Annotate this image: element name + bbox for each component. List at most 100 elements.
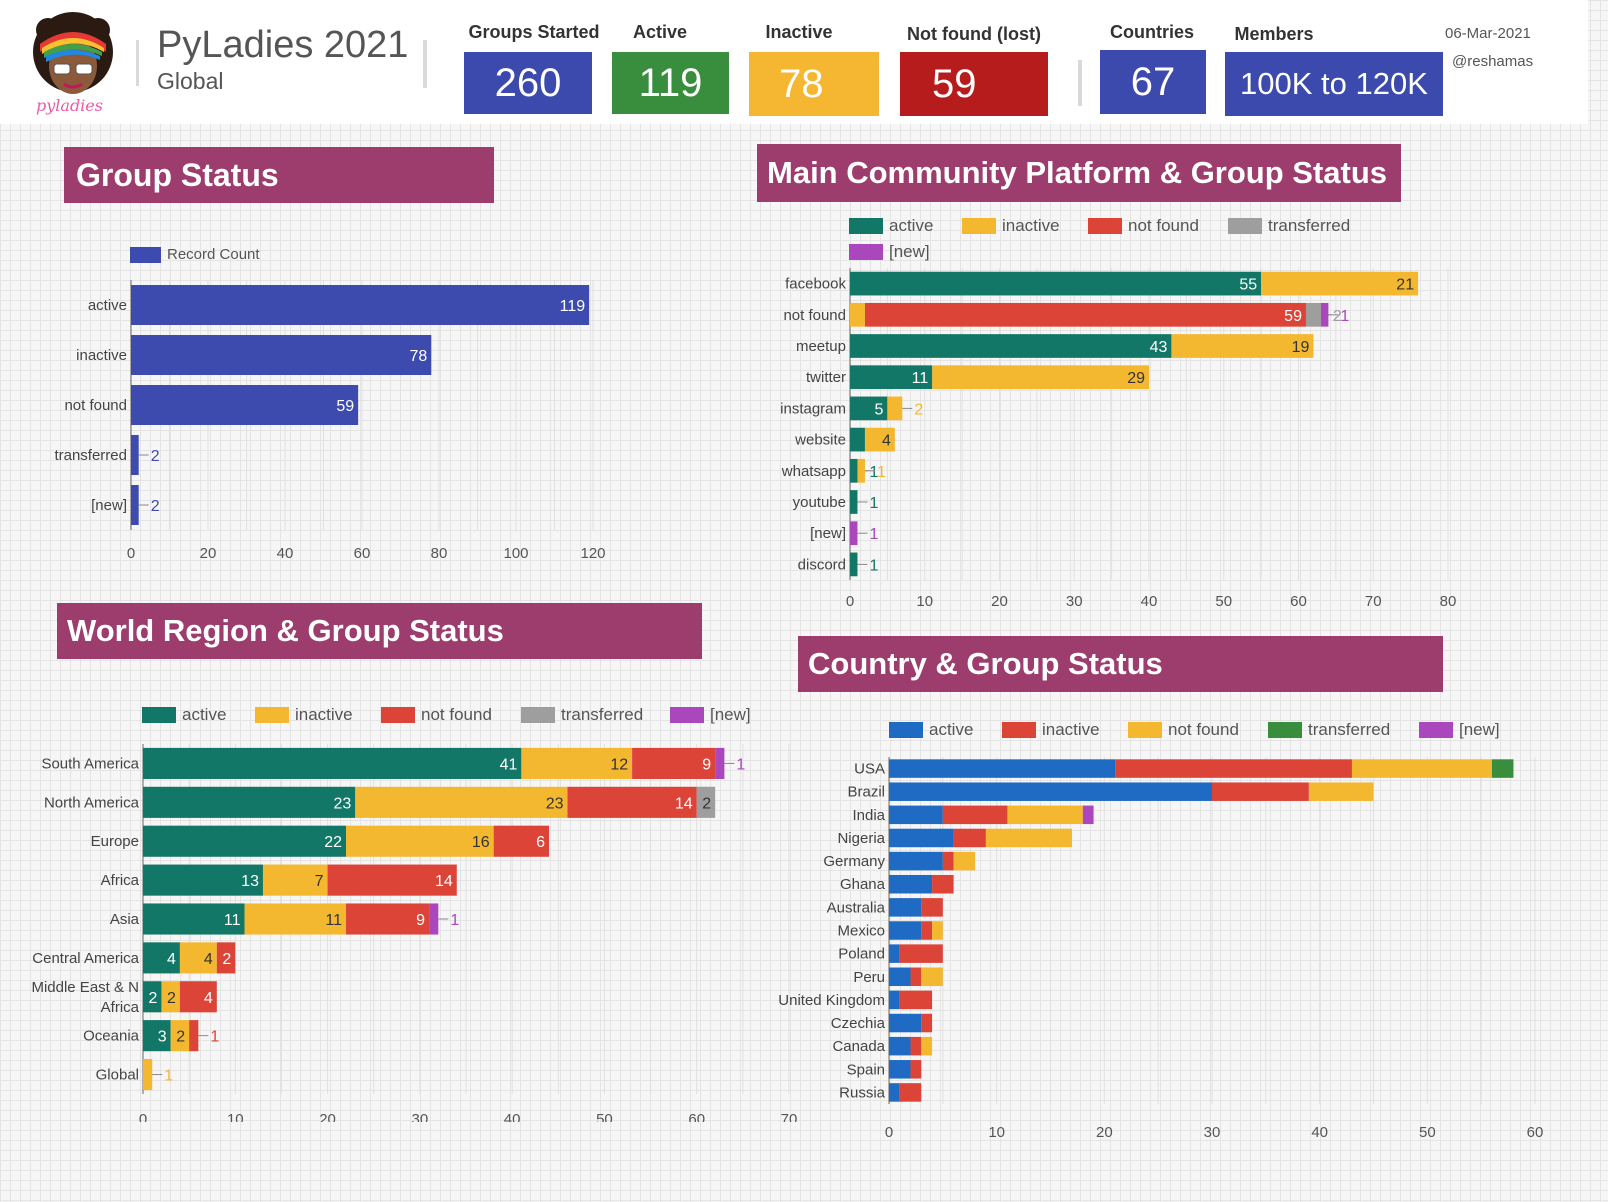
- bar-segment: [921, 967, 943, 987]
- category-label: not found: [783, 307, 846, 324]
- data-label: 4: [204, 951, 213, 968]
- category-label: Mexico: [837, 923, 885, 940]
- x-tick-label: 20: [319, 1111, 336, 1122]
- kpi-label-countries: Countries: [1109, 22, 1194, 42]
- x-tick-label: 60: [688, 1111, 705, 1122]
- bar-segment: [942, 805, 1008, 825]
- bar-segment: [850, 302, 865, 327]
- country-chart: 0 10 20 30 40 50 60 USA Brazil India Nigeria German…: [778, 757, 1543, 1141]
- bar-segment: [921, 921, 933, 940]
- data-label: 1: [869, 464, 878, 481]
- data-label: 7: [315, 873, 324, 890]
- bar-segment: [953, 828, 986, 848]
- header-divider: [423, 40, 427, 88]
- pyladies-logo: pyladies: [28, 8, 118, 120]
- category-label: North America: [44, 794, 140, 811]
- bar-segment: [889, 898, 922, 917]
- x-tick-label: 0: [127, 545, 135, 562]
- author-handle: @reshamas: [1452, 53, 1534, 70]
- legend-item: [new]: [1419, 720, 1500, 740]
- category-label: [new]: [91, 497, 127, 514]
- category-label: meetup: [796, 338, 846, 355]
- category-label: Australia: [827, 899, 886, 916]
- data-label: 19: [1292, 339, 1310, 356]
- x-tick-label: 30: [412, 1111, 429, 1122]
- bar-segment: [910, 967, 922, 987]
- category-label: inactive: [76, 347, 127, 364]
- category-label: whatsapp: [781, 463, 846, 480]
- bar-segment: [1320, 302, 1329, 327]
- bar-segment: [850, 521, 858, 546]
- data-label: 1: [869, 495, 878, 512]
- legend-label: active: [889, 216, 934, 235]
- x-tick-label: 50: [1419, 1124, 1436, 1141]
- bar-segment: [850, 552, 858, 577]
- x-tick-label: 40: [277, 545, 294, 562]
- bar-segment: [346, 825, 494, 857]
- legend-label: Record Count: [167, 246, 260, 263]
- bar-segment: [889, 851, 943, 871]
- bar-segment: [932, 921, 943, 940]
- legend-item: inactive: [255, 705, 353, 725]
- bar-segment: [889, 874, 933, 894]
- bar-segment: [889, 1036, 911, 1056]
- bar-segment: [327, 864, 457, 896]
- legend-swatch: [1088, 218, 1122, 234]
- x-tick-label: 120: [580, 545, 605, 562]
- category-label: discord: [798, 556, 846, 573]
- x-tick-label: 60: [1290, 593, 1307, 610]
- bar-segment: [143, 786, 356, 818]
- kpi-label-inactive: Inactive: [765, 22, 833, 42]
- category-label: twitter: [806, 369, 846, 386]
- legend-item: [new]: [849, 242, 930, 262]
- legend-swatch: [889, 722, 923, 738]
- bar-segment: [850, 427, 865, 452]
- legend-swatch: [1002, 722, 1036, 738]
- bar-segment: [889, 805, 943, 825]
- legend-item: inactive: [1002, 720, 1100, 740]
- bar-segment: [921, 898, 943, 917]
- bar-segment: [921, 1013, 933, 1033]
- category-label: Peru: [853, 969, 885, 986]
- data-label: 2: [176, 1029, 185, 1046]
- category-label: Global: [96, 1067, 139, 1084]
- bar-segment: [696, 786, 716, 818]
- kpi-label-members: Members: [1234, 24, 1314, 44]
- data-label: 23: [333, 795, 351, 812]
- data-label: 2: [914, 401, 923, 418]
- x-tick-label: 0: [885, 1124, 893, 1141]
- data-label: 78: [410, 348, 428, 365]
- legend-item: transferred: [1228, 216, 1350, 236]
- category-label: Africa: [101, 999, 140, 1016]
- bar-segment: [932, 874, 954, 894]
- legend-label: active: [929, 720, 974, 739]
- data-label: 1: [1340, 308, 1349, 325]
- legend-label: inactive: [295, 705, 353, 724]
- x-tick-label: 10: [916, 593, 933, 610]
- category-label: India: [852, 807, 885, 824]
- legend-item: transferred: [1268, 720, 1390, 740]
- bar-segment: [932, 365, 1149, 390]
- data-label: 14: [675, 795, 693, 812]
- legend-label: transferred: [1308, 720, 1391, 739]
- x-tick-label: 40: [1311, 1124, 1328, 1141]
- x-tick-label: 80: [431, 545, 448, 562]
- legend-item: not found: [1088, 216, 1199, 236]
- bar-segment: [143, 864, 263, 896]
- category-label: Canada: [832, 1038, 885, 1055]
- bar-segment: [143, 903, 245, 935]
- bar-segment: [1308, 782, 1374, 801]
- category-label: Middle East & N: [31, 979, 139, 996]
- bar-segment: [1261, 271, 1419, 296]
- region-banner: World Region & Group Status: [57, 603, 702, 659]
- bar-segment: [632, 747, 716, 779]
- data-label: 1: [869, 557, 878, 574]
- data-label: 12: [610, 756, 628, 773]
- category-label: not found: [64, 397, 127, 414]
- category-label: facebook: [785, 276, 846, 293]
- bar-segment: [1351, 759, 1492, 778]
- page-title: PyLadies 2021: [157, 24, 409, 66]
- legend-swatch: [1128, 722, 1162, 738]
- kpi-value-members: 100K to 120K: [1225, 52, 1443, 116]
